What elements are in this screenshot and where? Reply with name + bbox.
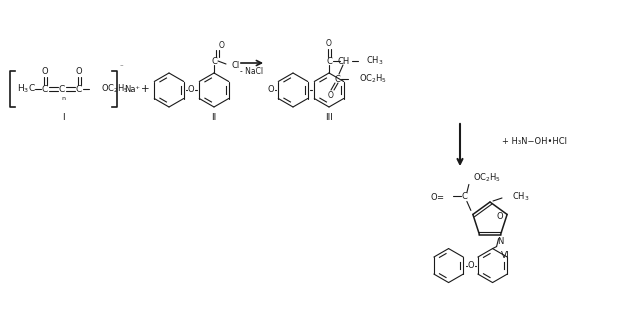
Text: n: n xyxy=(61,96,65,102)
Text: I: I xyxy=(61,114,64,123)
Text: C: C xyxy=(334,74,340,83)
Text: C: C xyxy=(76,84,82,93)
Text: $\rm H_3C$: $\rm H_3C$ xyxy=(17,83,35,95)
Text: O: O xyxy=(42,67,48,76)
Text: $\rm CH_3$: $\rm CH_3$ xyxy=(366,55,383,67)
Text: +: + xyxy=(141,84,149,94)
Text: C: C xyxy=(462,192,468,201)
Text: O: O xyxy=(76,67,83,76)
Text: - NaCl: - NaCl xyxy=(241,67,264,75)
Text: VI: VI xyxy=(500,252,509,261)
Text: ⁻: ⁻ xyxy=(119,64,123,70)
Text: N: N xyxy=(497,237,504,246)
Text: $\rm OC_2H_5$: $\rm OC_2H_5$ xyxy=(359,73,387,85)
Text: O: O xyxy=(497,212,504,221)
Text: C: C xyxy=(59,84,65,93)
Text: II: II xyxy=(211,114,216,123)
Text: C: C xyxy=(211,57,217,66)
Text: III: III xyxy=(325,114,333,123)
Text: $\rm OC_2H_5$: $\rm OC_2H_5$ xyxy=(101,83,129,95)
Text: O: O xyxy=(328,90,334,99)
Text: Na⁺: Na⁺ xyxy=(124,84,140,93)
Text: Cl: Cl xyxy=(232,62,240,70)
Text: $\rm OC_2H_5$: $\rm OC_2H_5$ xyxy=(473,171,501,184)
Text: CH: CH xyxy=(338,57,350,66)
Text: C: C xyxy=(42,84,48,93)
Text: O: O xyxy=(219,41,225,50)
Text: O: O xyxy=(326,40,332,49)
Text: $\rm CH_3$: $\rm CH_3$ xyxy=(512,191,529,203)
Text: O: O xyxy=(268,85,275,94)
Text: + H₃N−OH•HCl: + H₃N−OH•HCl xyxy=(502,137,567,146)
Text: $\rm O\!=\!$: $\rm O\!=\!$ xyxy=(430,191,445,202)
Text: O: O xyxy=(467,261,474,270)
Text: O: O xyxy=(188,85,195,94)
Text: C: C xyxy=(326,57,332,66)
